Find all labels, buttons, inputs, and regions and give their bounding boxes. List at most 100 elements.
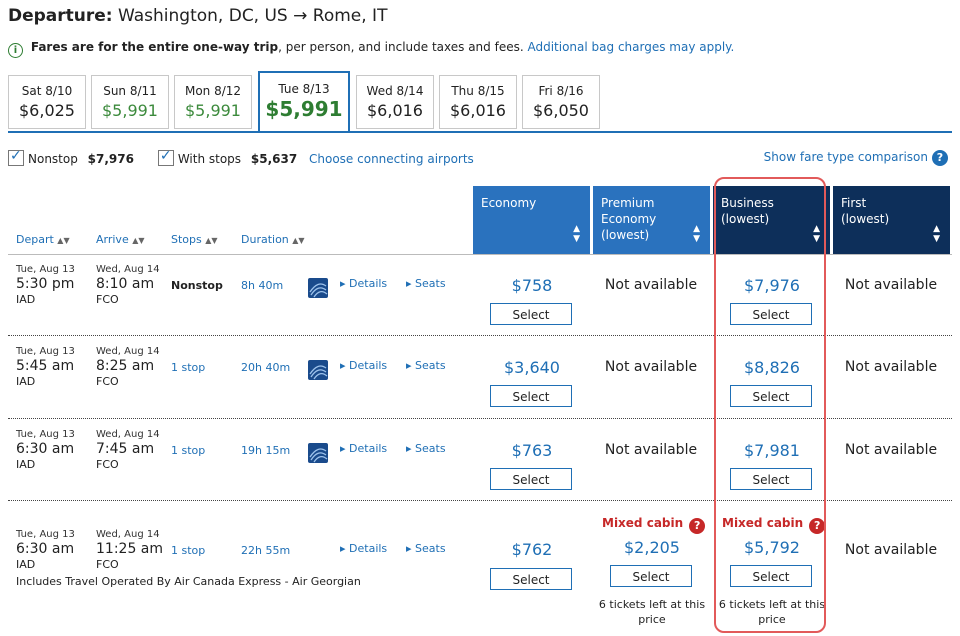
date-tab-price: $6,016 (367, 101, 423, 120)
select-business-button[interactable]: Select (730, 385, 812, 407)
date-tab-price: $6,016 (450, 101, 506, 120)
col-premium-sub: (lowest) (601, 228, 650, 242)
date-tab-price: $6,050 (533, 101, 589, 120)
details-link[interactable]: Details (340, 359, 387, 372)
info-icon: i (8, 43, 23, 58)
bag-charges-link[interactable]: Additional bag charges may apply. (527, 40, 735, 54)
date-tab[interactable]: Sat 8/10 $6,025 (8, 75, 86, 129)
select-premium-button[interactable]: Select (610, 565, 692, 587)
first-not-available: Not available (844, 442, 938, 458)
arrive-date: Wed, Aug 14 (96, 529, 160, 540)
economy-price[interactable]: $763 (511, 441, 553, 460)
sort-stops-label: Stops (171, 233, 202, 246)
seats-link[interactable]: Seats (406, 542, 446, 555)
col-economy[interactable]: Economy ▲ ▼ (473, 186, 590, 254)
stops-link[interactable]: 1 stop (171, 544, 206, 557)
first-not-available: Not available (844, 542, 938, 558)
business-price[interactable]: $8,826 (744, 358, 800, 377)
select-business-button[interactable]: Select (730, 565, 812, 587)
arrive-time: 8:25 am (96, 358, 155, 374)
help-icon[interactable]: ? (932, 150, 948, 166)
date-tab[interactable]: Mon 8/12 $5,991 (174, 75, 252, 129)
sort-arrive[interactable]: Arrive ▲▼ (96, 233, 145, 246)
economy-price[interactable]: $3,640 (504, 358, 560, 377)
col-first-label: First (841, 196, 867, 210)
date-tab[interactable]: Wed 8/14 $6,016 (356, 75, 434, 129)
fare-info-text: , per person, and include taxes and fees… (278, 40, 524, 54)
business-price[interactable]: $7,976 (744, 276, 800, 295)
sort-depart[interactable]: Depart ▲▼ (16, 233, 70, 246)
seats-link[interactable]: Seats (406, 442, 446, 455)
arrive-airport: FCO (96, 375, 119, 388)
stops-link[interactable]: 1 stop (171, 444, 206, 457)
col-premium-label: Premium (601, 196, 655, 210)
select-economy-button[interactable]: Select (490, 385, 572, 407)
premium-price[interactable]: $2,205 (624, 538, 680, 557)
select-business-button[interactable]: Select (730, 468, 812, 490)
business-tickets-left: 6 tickets left at this price (718, 598, 826, 626)
depart-time: 5:30 pm (16, 276, 75, 292)
stops-link[interactable]: 1 stop (171, 361, 206, 374)
date-tab-day: Sun 8/11 (103, 84, 157, 98)
nonstop-checkbox[interactable] (8, 148, 24, 166)
nonstop-price: $7,976 (87, 152, 134, 166)
mixed-cabin-label: Mixed cabin (602, 516, 684, 530)
col-business[interactable]: Business (lowest) ▲ ▼ (713, 186, 830, 254)
stops: Nonstop (171, 279, 223, 292)
help-icon[interactable]: ? (809, 518, 826, 534)
fare-comparison: Show fare type comparison? (764, 150, 948, 166)
date-tab-selected[interactable]: Tue 8/13 $5,991 (258, 71, 350, 131)
nonstop-label: Nonstop (28, 152, 78, 166)
connecting-airports-link[interactable]: Choose connecting airports (309, 152, 474, 166)
select-economy-button[interactable]: Select (490, 568, 572, 590)
seats-link[interactable]: Seats (406, 359, 446, 372)
row-divider (8, 418, 952, 419)
withstops-label: With stops (177, 152, 242, 166)
sort-duration[interactable]: Duration ▲▼ (241, 233, 305, 246)
col-premium[interactable]: Premium Economy (lowest) ▲ ▼ (593, 186, 710, 254)
economy-price[interactable]: $758 (511, 276, 553, 295)
fare-info-bold: Fares are for the entire one-way trip (30, 40, 279, 54)
flight-row: Mixed cabin? Mixed cabin? Tue, Aug 13 6:… (0, 516, 960, 634)
arrive-time: 8:10 am (96, 276, 155, 292)
stop-filters: Nonstop $7,976 With stops $5,637 Choose … (8, 148, 474, 166)
business-column-highlight (714, 177, 826, 633)
arrive-date: Wed, Aug 14 (96, 346, 160, 357)
fare-comparison-link[interactable]: Show fare type comparison (763, 150, 928, 164)
details-link[interactable]: Details (340, 542, 387, 555)
depart-date: Tue, Aug 13 (16, 346, 75, 357)
depart-airport: IAD (16, 375, 36, 388)
fare-info: i Fares are for the entire one-way trip,… (8, 40, 734, 58)
sort-duration-label: Duration (241, 233, 289, 246)
sort-arrows-icon: ▲ ▼ (933, 224, 940, 244)
sort-arrive-label: Arrive (96, 233, 129, 246)
duration: 20h 40m (241, 361, 291, 374)
withstops-checkbox[interactable] (157, 148, 174, 166)
date-tab[interactable]: Sun 8/11 $5,991 (91, 75, 169, 129)
details-link[interactable]: Details (340, 277, 387, 290)
help-icon[interactable]: ? (689, 518, 706, 534)
arrive-date: Wed, Aug 14 (96, 264, 160, 275)
date-tab[interactable]: Fri 8/16 $6,050 (522, 75, 600, 129)
header-divider (8, 254, 952, 255)
premium-not-available: Not available (604, 442, 698, 458)
date-tab[interactable]: Thu 8/15 $6,016 (439, 75, 517, 129)
united-logo-icon (308, 443, 328, 463)
arrive-airport: FCO (96, 293, 119, 306)
business-price[interactable]: $7,981 (744, 441, 800, 460)
arrive-date: Wed, Aug 14 (96, 429, 160, 440)
depart-time: 6:30 am (16, 541, 75, 557)
economy-price[interactable]: $762 (511, 540, 553, 559)
united-logo-icon (308, 278, 328, 298)
sort-stops[interactable]: Stops ▲▼ (171, 233, 218, 246)
seats-link[interactable]: Seats (406, 277, 446, 290)
col-first[interactable]: First (lowest) ▲ ▼ (833, 186, 950, 254)
select-business-button[interactable]: Select (730, 303, 812, 325)
select-economy-button[interactable]: Select (490, 468, 572, 490)
business-price[interactable]: $5,792 (744, 538, 800, 557)
details-link[interactable]: Details (340, 442, 387, 455)
withstops-price: $5,637 (250, 152, 298, 166)
depart-airport: IAD (16, 458, 36, 471)
select-economy-button[interactable]: Select (490, 303, 572, 325)
row-divider (8, 500, 952, 501)
